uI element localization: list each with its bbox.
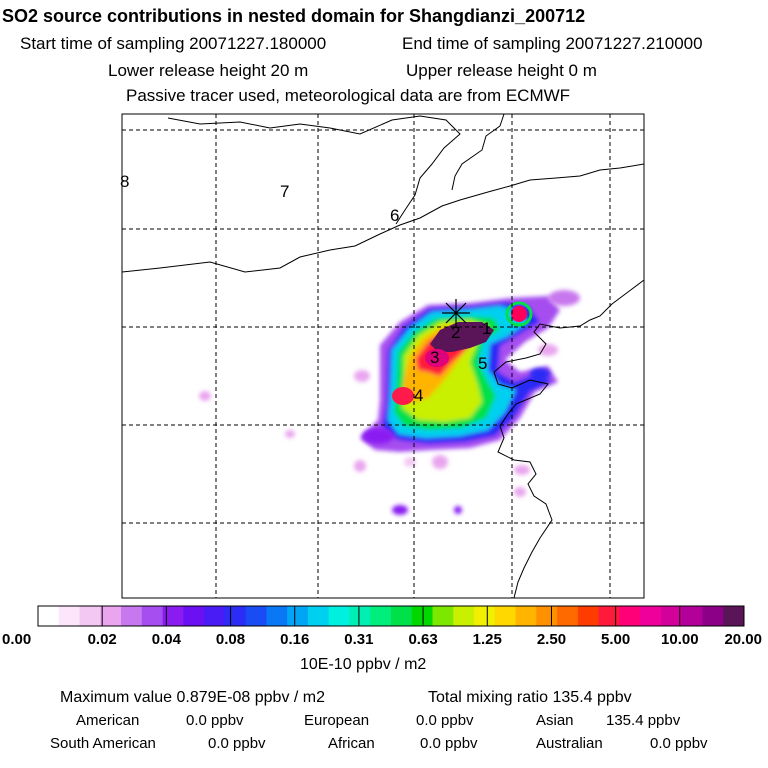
region-label-6: 6 bbox=[390, 206, 399, 225]
colorbar-cell bbox=[370, 606, 392, 626]
colorbar-cell bbox=[245, 606, 267, 626]
upper-release-height-label: Upper release height 0 m bbox=[406, 61, 597, 80]
colorbar-cell bbox=[660, 606, 683, 626]
receptor-star-icon bbox=[442, 299, 470, 327]
colorbar-cell bbox=[432, 606, 454, 626]
start-time-label: Start time of sampling 20071227.180000 bbox=[20, 34, 327, 53]
colorbar-cell bbox=[723, 606, 745, 626]
colorbar-cell bbox=[453, 606, 475, 626]
region-value-south-american: 0.0 ppbv bbox=[208, 735, 266, 752]
region-name-european: European bbox=[304, 712, 370, 729]
boundary-lines bbox=[122, 114, 644, 598]
region-value-american: 0.0 ppbv bbox=[186, 712, 244, 729]
figure-title: SO2 source contributions in nested domai… bbox=[2, 6, 586, 26]
colorbar-unit-label: 10E-10 ppbv / m2 bbox=[300, 656, 427, 673]
colorbar-cell bbox=[474, 606, 496, 626]
colorbar-cell bbox=[619, 606, 641, 626]
colorbar-cell bbox=[494, 606, 517, 626]
colorbar-tick-label: 0.00 bbox=[2, 631, 32, 648]
colorbar-tick-label: 0.63 bbox=[408, 631, 438, 648]
colorbar-cell bbox=[411, 606, 434, 626]
colorbar-tick-label: 20.00 bbox=[724, 631, 762, 648]
colorbar-cell bbox=[577, 606, 600, 626]
colorbar-tick-label: 5.00 bbox=[601, 631, 631, 648]
colorbar-cell bbox=[79, 606, 101, 626]
colorbar-cell bbox=[162, 606, 184, 626]
hotspot-4 bbox=[392, 387, 414, 405]
region-label-8: 8 bbox=[120, 172, 129, 191]
colorbar-tick-label: 0.04 bbox=[151, 631, 181, 648]
colorbar-cell bbox=[58, 606, 81, 626]
colorbar-cell bbox=[681, 606, 703, 626]
region-label-3: 3 bbox=[430, 348, 439, 367]
maximum-value-label: Maximum value 0.879E-08 ppbv / m2 bbox=[60, 689, 326, 706]
region-name-australian: Australian bbox=[536, 735, 603, 752]
colorbar-cell bbox=[515, 606, 537, 626]
region-value-asian: 135.4 ppbv bbox=[606, 712, 681, 729]
colorbar-tick-label: 0.02 bbox=[87, 631, 117, 648]
total-mixing-ratio-label: Total mixing ratio 135.4 ppbv bbox=[428, 689, 632, 706]
region-name-african: African bbox=[328, 735, 375, 752]
plume-core bbox=[430, 322, 494, 352]
colorbar-tick-label: 0.16 bbox=[280, 631, 310, 648]
region-label-5: 5 bbox=[478, 354, 487, 373]
colorbar-cell bbox=[100, 606, 122, 626]
colorbar-tick-label: 2.50 bbox=[536, 631, 567, 648]
colorbar-cell bbox=[557, 606, 579, 626]
colorbar-cell bbox=[266, 606, 288, 626]
colorbar-cell bbox=[38, 606, 60, 626]
colorbar-cell bbox=[287, 606, 309, 626]
colorbar-cell bbox=[224, 606, 247, 626]
region-name-asian: Asian bbox=[536, 712, 574, 729]
colorbar-cell bbox=[391, 606, 413, 626]
colorbar-cell bbox=[598, 606, 620, 626]
colorbar-cell bbox=[702, 606, 724, 626]
colorbar-cell bbox=[328, 606, 350, 626]
colorbar-cell bbox=[536, 606, 558, 626]
plume-field bbox=[199, 290, 580, 515]
tracer-info-label: Passive tracer used, meteorological data… bbox=[126, 86, 571, 105]
region-label-2: 2 bbox=[451, 323, 460, 342]
region-value-african: 0.0 ppbv bbox=[420, 735, 478, 752]
region-name-american: American bbox=[76, 712, 140, 729]
colorbar-tick-label: 0.08 bbox=[215, 631, 246, 648]
region-value-european: 0.0 ppbv bbox=[416, 712, 474, 729]
colorbar-tick-label: 0.31 bbox=[344, 631, 374, 648]
plume-core-magenta bbox=[425, 349, 449, 367]
colorbar-tick-label: 1.25 bbox=[472, 631, 502, 648]
lat-lon-grid bbox=[122, 114, 644, 598]
map-frame bbox=[121, 113, 645, 599]
colorbar-cell bbox=[307, 606, 330, 626]
region-label-7: 7 bbox=[280, 182, 289, 201]
colorbar-cell bbox=[349, 606, 371, 626]
region-name-south-american: South American bbox=[50, 735, 156, 752]
colorbar-cell bbox=[204, 606, 226, 626]
colorbar-cell bbox=[640, 606, 662, 626]
colorbar-tick-label: 10.00 bbox=[661, 631, 699, 648]
lower-release-height-label: Lower release height 20 m bbox=[108, 61, 309, 80]
colorbar-cell bbox=[121, 606, 143, 626]
colorbar-cell bbox=[183, 606, 205, 626]
end-time-label: End time of sampling 20071227.210000 bbox=[402, 34, 703, 53]
region-label-4: 4 bbox=[414, 386, 423, 405]
colorbar-cell bbox=[141, 606, 164, 626]
region-value-australian: 0.0 ppbv bbox=[650, 735, 708, 752]
region-label-1: 1 bbox=[482, 319, 491, 338]
hotspot-1 bbox=[511, 306, 527, 322]
